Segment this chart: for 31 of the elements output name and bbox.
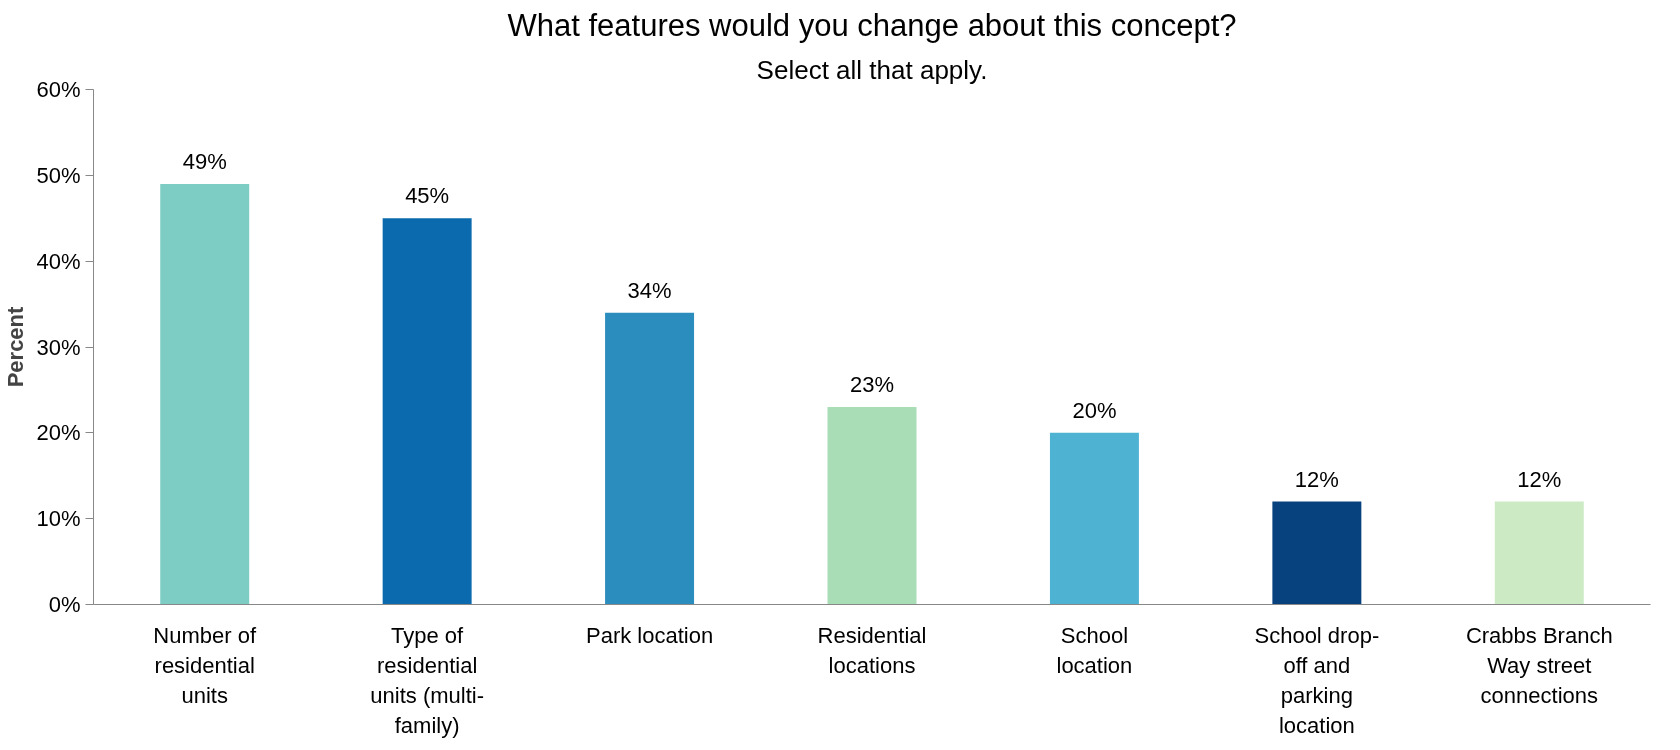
chart-subtitle: Select all that apply.	[756, 54, 988, 85]
bar	[827, 407, 917, 605]
bar	[1272, 501, 1362, 605]
bar	[1049, 432, 1139, 605]
data-label: 49%	[182, 148, 227, 174]
data-label: 23%	[849, 372, 895, 398]
x-tick-label: Number of residential units	[153, 622, 257, 708]
x-tick-label: Residential locations	[817, 622, 927, 678]
data-label: 12%	[1294, 466, 1339, 492]
x-tick-label: Park location	[585, 622, 714, 648]
bar	[382, 218, 472, 605]
y-axis-title: Percent	[3, 305, 29, 388]
x-tick-label: Crabbs Branch Way street connections	[1465, 622, 1613, 708]
data-label: 34%	[627, 277, 672, 303]
data-label: 20%	[1072, 397, 1117, 423]
data-label: 45%	[405, 183, 450, 209]
y-tick-label: 10%	[36, 506, 81, 532]
data-label: 12%	[1517, 466, 1562, 492]
y-tick-label: 40%	[36, 248, 81, 274]
y-tick-label: 30%	[36, 334, 81, 360]
x-tick-label: School location	[1056, 622, 1133, 678]
y-tick-label: 0%	[48, 592, 81, 617]
y-tick-label: 60%	[36, 77, 81, 102]
bar	[1494, 501, 1584, 605]
x-tick-label: School drop-off and parking location	[1254, 622, 1380, 738]
y-tick-label: 20%	[36, 420, 81, 446]
bar	[605, 312, 695, 605]
bar	[160, 183, 250, 605]
chart-title: What features would you change about this concept?	[507, 7, 1237, 43]
y-tick-label: 50%	[36, 162, 81, 188]
x-tick-label: Type of residential units (multi-family)	[370, 622, 484, 738]
